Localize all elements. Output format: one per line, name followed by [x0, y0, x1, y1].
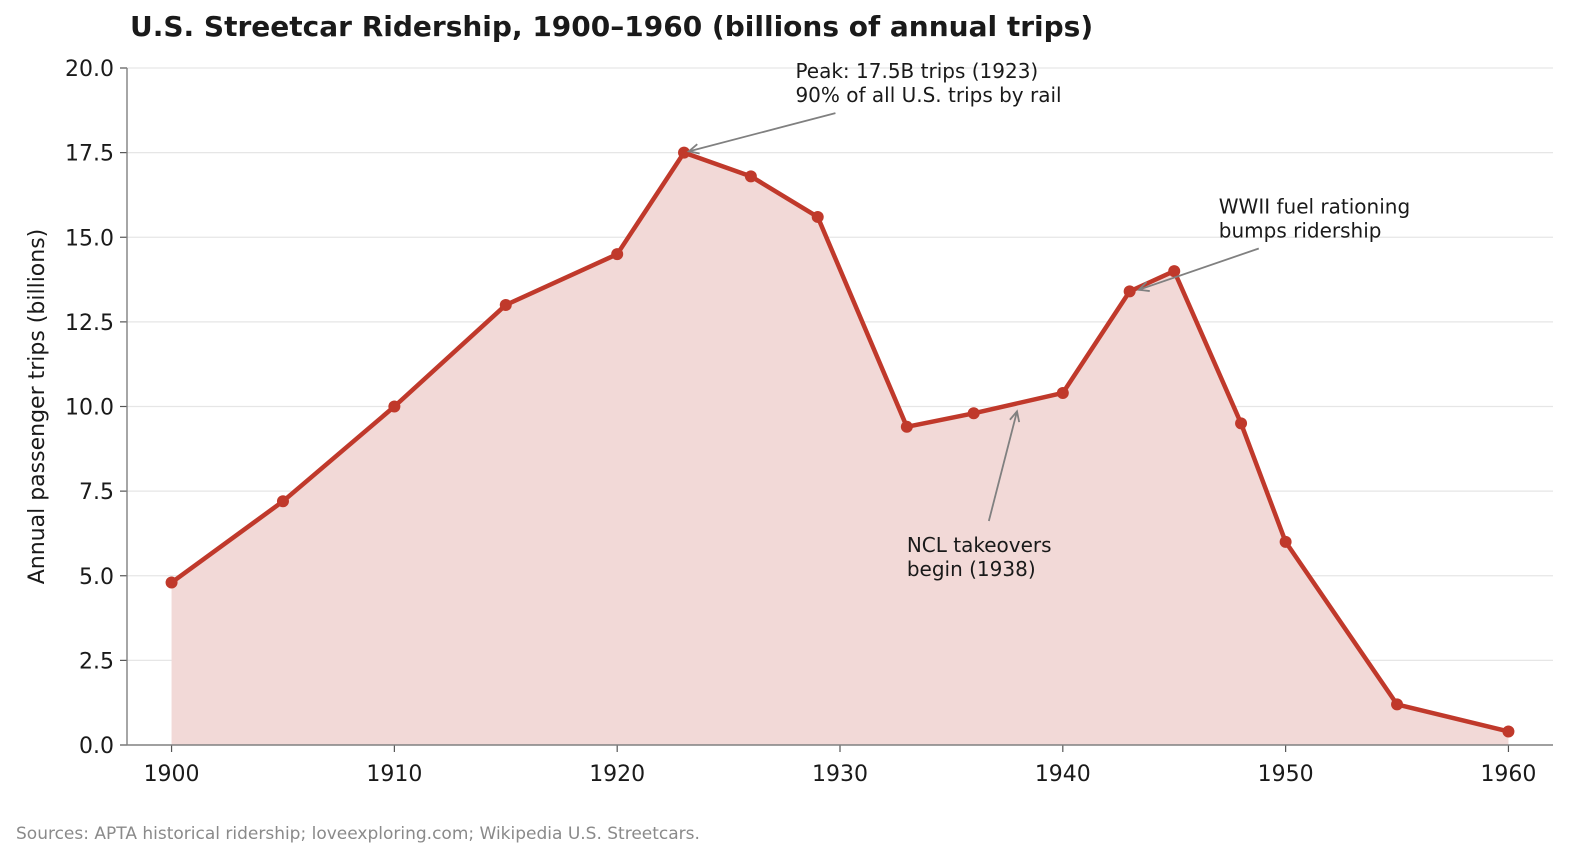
annotation-text: Peak: 17.5B trips (1923) 90% of all U.S. … — [795, 59, 1061, 107]
annotation-text: NCL takeovers begin (1938) — [907, 533, 1052, 581]
data-point — [499, 298, 512, 311]
annotations: Peak: 17.5B trips (1923) 90% of all U.S. … — [686, 59, 1410, 581]
y-tick-label: 15.0 — [65, 226, 114, 251]
annotation-arrow — [1138, 247, 1260, 291]
y-axis-label: Annual passenger trips (billions) — [25, 229, 50, 585]
x-tick-label: 1940 — [1035, 762, 1091, 787]
data-point — [611, 248, 624, 261]
data-point — [1056, 386, 1069, 399]
y-tick-label: 0.0 — [79, 734, 114, 759]
data-point — [1168, 265, 1181, 278]
area-fill-layer — [171, 152, 1509, 745]
y-tick-label: 7.5 — [79, 480, 114, 505]
data-point — [900, 420, 913, 433]
annotation-arrowhead — [1136, 281, 1150, 292]
annotation-line: WWII fuel rationing — [1219, 194, 1410, 218]
y-tick-label: 5.0 — [79, 565, 114, 590]
data-point — [388, 400, 401, 413]
data-point — [1123, 285, 1136, 298]
data-point — [1502, 725, 1515, 738]
source-note: Sources: APTA historical ridership; love… — [16, 824, 700, 844]
y-tick-label: 2.5 — [79, 649, 114, 674]
annotation-line: bumps ridership — [1219, 218, 1382, 242]
axes: 0.0 2.5 5.0 7.5 10.0 12.5 15.0 17.5 20.0 1900 1910… — [25, 57, 1553, 787]
x-tick-label: 1900 — [144, 762, 200, 787]
y-tick-label: 17.5 — [65, 142, 114, 167]
y-tick-label: 12.5 — [65, 311, 114, 336]
data-point — [1279, 535, 1292, 548]
annotation-text: WWII fuel rationing bumps ridership — [1219, 194, 1410, 242]
data-point — [811, 210, 824, 223]
annotation-line: NCL takeovers — [907, 533, 1052, 557]
annotation-arrow — [688, 112, 836, 153]
annotation-arrowhead — [686, 143, 700, 155]
x-tick-label: 1920 — [589, 762, 645, 787]
data-point — [165, 576, 178, 589]
annotation-line: Peak: 17.5B trips (1923) — [795, 59, 1038, 83]
data-point — [1235, 417, 1248, 430]
x-tick-label: 1950 — [1258, 762, 1314, 787]
annotation-arrowhead — [1009, 409, 1021, 423]
data-point — [276, 495, 289, 508]
x-tick-label: 1930 — [812, 762, 868, 787]
data-points-layer — [165, 146, 1515, 738]
data-point — [744, 170, 757, 183]
chart-title: U.S. Streetcar Ridership, 1900–1960 (bil… — [130, 10, 1094, 43]
data-point — [967, 407, 980, 420]
y-tick-label: 10.0 — [65, 396, 114, 421]
annotation-arrow — [987, 411, 1018, 522]
annotation-line: 90% of all U.S. trips by rail — [795, 83, 1061, 107]
x-tick-label: 1910 — [366, 762, 422, 787]
data-point — [678, 146, 691, 159]
y-tick-label: 20.0 — [65, 57, 114, 82]
series-area — [171, 152, 1509, 745]
data-point — [1391, 698, 1404, 711]
annotation-line: begin (1938) — [907, 557, 1036, 581]
x-tick-label: 1960 — [1480, 762, 1536, 787]
